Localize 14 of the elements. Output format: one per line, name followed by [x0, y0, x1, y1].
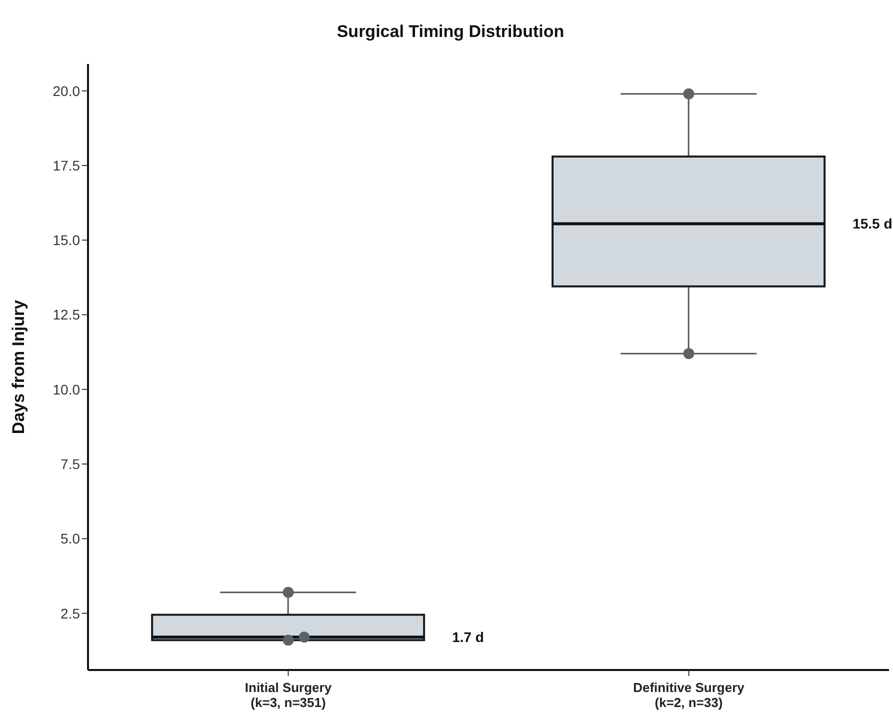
y-tick-label: 15.0: [52, 232, 80, 248]
chart-title: Surgical Timing Distribution: [336, 21, 566, 43]
y-tick-label: 7.5: [60, 456, 80, 472]
annotation: 15.5 d: [852, 216, 892, 232]
x-tick-label: Initial Surgery (k=3, n=351): [244, 680, 332, 710]
y-tick-label: 2.5: [60, 605, 80, 622]
y-tick-label: 17.5: [52, 157, 80, 174]
x-tick-label: Definitive Surgery (k=2, n=33): [633, 680, 746, 710]
annotation: 1.7 d: [452, 629, 484, 646]
y-tick-label: 12.5: [52, 306, 80, 323]
y-tick-label: 20.0: [52, 82, 80, 99]
y-axis-title: Days from Injury: [9, 299, 28, 434]
y-tick-label: 5.0: [60, 530, 80, 547]
y-tick-label: 10.0: [52, 381, 80, 398]
